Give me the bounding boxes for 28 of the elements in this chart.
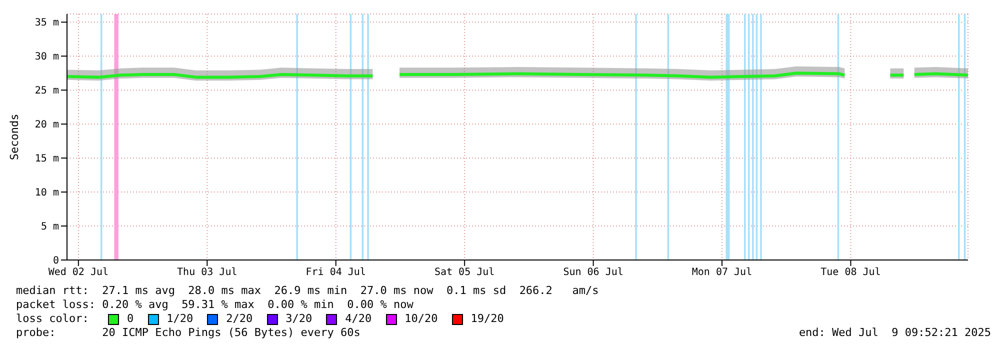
y-tick-label: 25 m	[34, 86, 59, 97]
legend-label: 19/20	[470, 312, 504, 326]
y-tick-label: 30 m	[34, 52, 59, 63]
x-tick-label: Sun 06 Jul	[563, 267, 624, 278]
legend-title: loss color:	[16, 312, 90, 326]
text: median rtt: 27.1 ms avg 28.0 ms max 26.9 ms min 27.0 ms now 0.1 ms sd 266.2 am/s	[16, 284, 600, 298]
legend-label: 10/20	[404, 312, 438, 326]
text: packet loss: 0.20 % avg 59.31 % max 0.00 % min 0.00 % now	[16, 298, 414, 312]
y-tick-label: 10 m	[34, 188, 59, 199]
text: probe: 20 ICMP Echo Pings (56 Bytes) every 60s	[16, 326, 360, 340]
y-tick-label: 20 m	[34, 120, 59, 131]
x-tick-label: Wed 02 Jul	[48, 267, 109, 278]
y-tick-label: 15 m	[34, 154, 59, 165]
y-tick-label: 0	[52, 256, 59, 267]
x-tick-label: Sat 05 Jul	[434, 267, 495, 278]
legend-label: 1/20	[166, 312, 194, 326]
y-axis-title: Seconds	[8, 114, 21, 160]
y-tick-label: 35 m	[34, 18, 59, 29]
legend-label: 4/20	[344, 312, 372, 326]
y-tick-label: 5 m	[40, 222, 59, 233]
legend-label: 2/20	[225, 312, 253, 326]
legend-label: 3/20	[284, 312, 312, 326]
x-tick-label: Thu 03 Jul	[177, 267, 238, 278]
text: end: Wed Jul 9 09:52:21 2025	[798, 326, 991, 340]
x-tick-label: Tue 08 Jul	[820, 267, 881, 278]
x-tick-label: Mon 07 Jul	[692, 267, 752, 278]
legend-label: 0	[126, 312, 134, 326]
x-tick-label: Fri 04 Jul	[306, 267, 366, 278]
